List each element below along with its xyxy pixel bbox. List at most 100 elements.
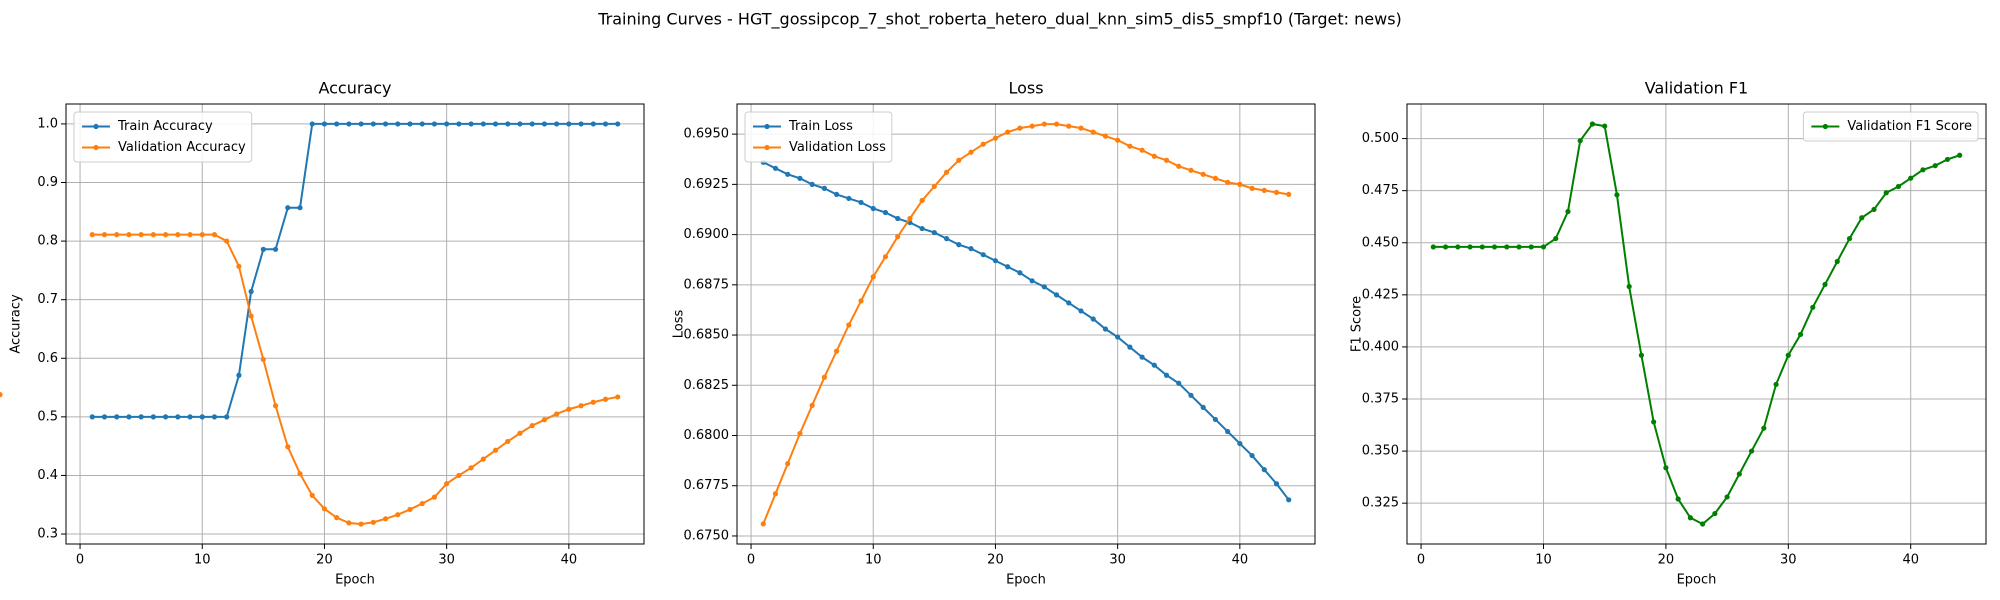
data-point	[1200, 171, 1206, 177]
data-point	[1577, 138, 1583, 144]
data-point	[1053, 121, 1060, 127]
data-point	[1700, 521, 1706, 527]
legend-marker	[93, 144, 99, 151]
data-point	[1066, 123, 1072, 129]
data-point	[1455, 244, 1461, 250]
data-point	[1005, 264, 1011, 270]
data-point	[1163, 157, 1170, 163]
legend-box	[1802, 111, 1979, 142]
data-point	[992, 135, 999, 141]
data-point	[321, 121, 328, 127]
data-point	[517, 430, 523, 436]
data-point	[224, 414, 230, 420]
data-point	[1724, 494, 1730, 500]
data-point	[1286, 497, 1292, 503]
y-tick-label: 1.0	[37, 116, 58, 131]
data-point	[1822, 281, 1828, 288]
y-tick-label: 0.6850	[684, 328, 730, 343]
data-point	[492, 121, 499, 127]
data-point	[797, 175, 803, 181]
data-point	[1127, 344, 1133, 350]
y-tick-label: 0.6875	[684, 277, 730, 292]
data-point	[590, 399, 596, 405]
data-point	[602, 121, 609, 127]
y-tick-label: 0.6900	[684, 227, 730, 242]
data-point	[980, 141, 986, 147]
data-point	[1516, 244, 1522, 250]
data-point	[1651, 419, 1657, 425]
data-point	[407, 506, 413, 513]
data-point	[1188, 167, 1194, 173]
data-point	[1102, 133, 1109, 139]
data-point	[1041, 284, 1047, 290]
data-point	[1491, 244, 1498, 250]
data-point	[1932, 163, 1938, 169]
data-point	[809, 181, 815, 187]
data-point	[1139, 147, 1145, 153]
x-tick-label: 30	[438, 553, 455, 568]
data-point	[980, 252, 986, 258]
data-point	[760, 521, 766, 527]
x-tick-label: 0	[76, 553, 84, 568]
data-point	[260, 246, 266, 252]
axes-title: Loss	[1008, 79, 1043, 98]
x-tick-label: 10	[1535, 553, 1552, 568]
legend-marker	[764, 123, 770, 130]
data-point	[772, 165, 779, 171]
data-point	[1066, 300, 1072, 306]
x-axis-label: Epoch	[1006, 573, 1046, 588]
legend: Train Loss Validation Loss	[744, 111, 893, 163]
data-point	[346, 121, 352, 127]
data-point	[943, 169, 950, 175]
axes-title: Accuracy	[318, 79, 391, 98]
y-tick-label: 0.8	[37, 234, 58, 249]
x-tick-label: 0	[747, 553, 755, 568]
data-point	[895, 215, 901, 222]
data-point	[1553, 235, 1559, 242]
x-tick-label: 30	[1780, 553, 1797, 568]
data-point	[1871, 206, 1877, 213]
legend-box	[73, 111, 253, 163]
data-point	[1176, 380, 1182, 386]
data-point	[101, 414, 108, 420]
y-tick-label: 0.450	[1362, 235, 1399, 250]
y-tick-label: 0.400	[1362, 339, 1399, 354]
legend-marker	[764, 144, 770, 151]
data-point	[468, 465, 474, 471]
data-point	[870, 274, 876, 280]
data-point	[444, 481, 450, 487]
data-point	[1944, 156, 1951, 163]
data-point	[578, 121, 584, 127]
data-point	[1565, 208, 1571, 215]
legend-label: Train Loss	[788, 119, 853, 134]
y-tick-label: 0.375	[1362, 392, 1399, 407]
data-point	[89, 232, 95, 238]
data-point	[395, 512, 401, 518]
data-point	[1053, 292, 1060, 298]
data-point	[456, 121, 462, 127]
data-point	[919, 225, 925, 232]
data-point	[505, 438, 511, 445]
data-point	[89, 414, 95, 420]
data-point	[615, 394, 621, 400]
data-point	[480, 456, 486, 462]
data-point	[1041, 121, 1047, 127]
legend-label: Validation F1 Score	[1847, 119, 1972, 134]
data-point	[943, 236, 950, 242]
data-point	[297, 205, 303, 211]
data-point	[1908, 175, 1914, 181]
data-point	[395, 121, 401, 127]
data-point	[419, 500, 425, 507]
legend-box	[744, 111, 893, 163]
data-point	[407, 121, 413, 127]
data-point	[1212, 175, 1219, 181]
data-point	[1736, 471, 1742, 477]
legend-label: Train Accuracy	[117, 119, 213, 134]
legend-marker	[93, 123, 99, 130]
data-point	[1212, 416, 1219, 423]
data-point	[1090, 129, 1096, 135]
data-point	[858, 298, 864, 304]
data-point	[1528, 244, 1534, 250]
data-point	[615, 121, 621, 127]
data-point	[419, 121, 425, 127]
